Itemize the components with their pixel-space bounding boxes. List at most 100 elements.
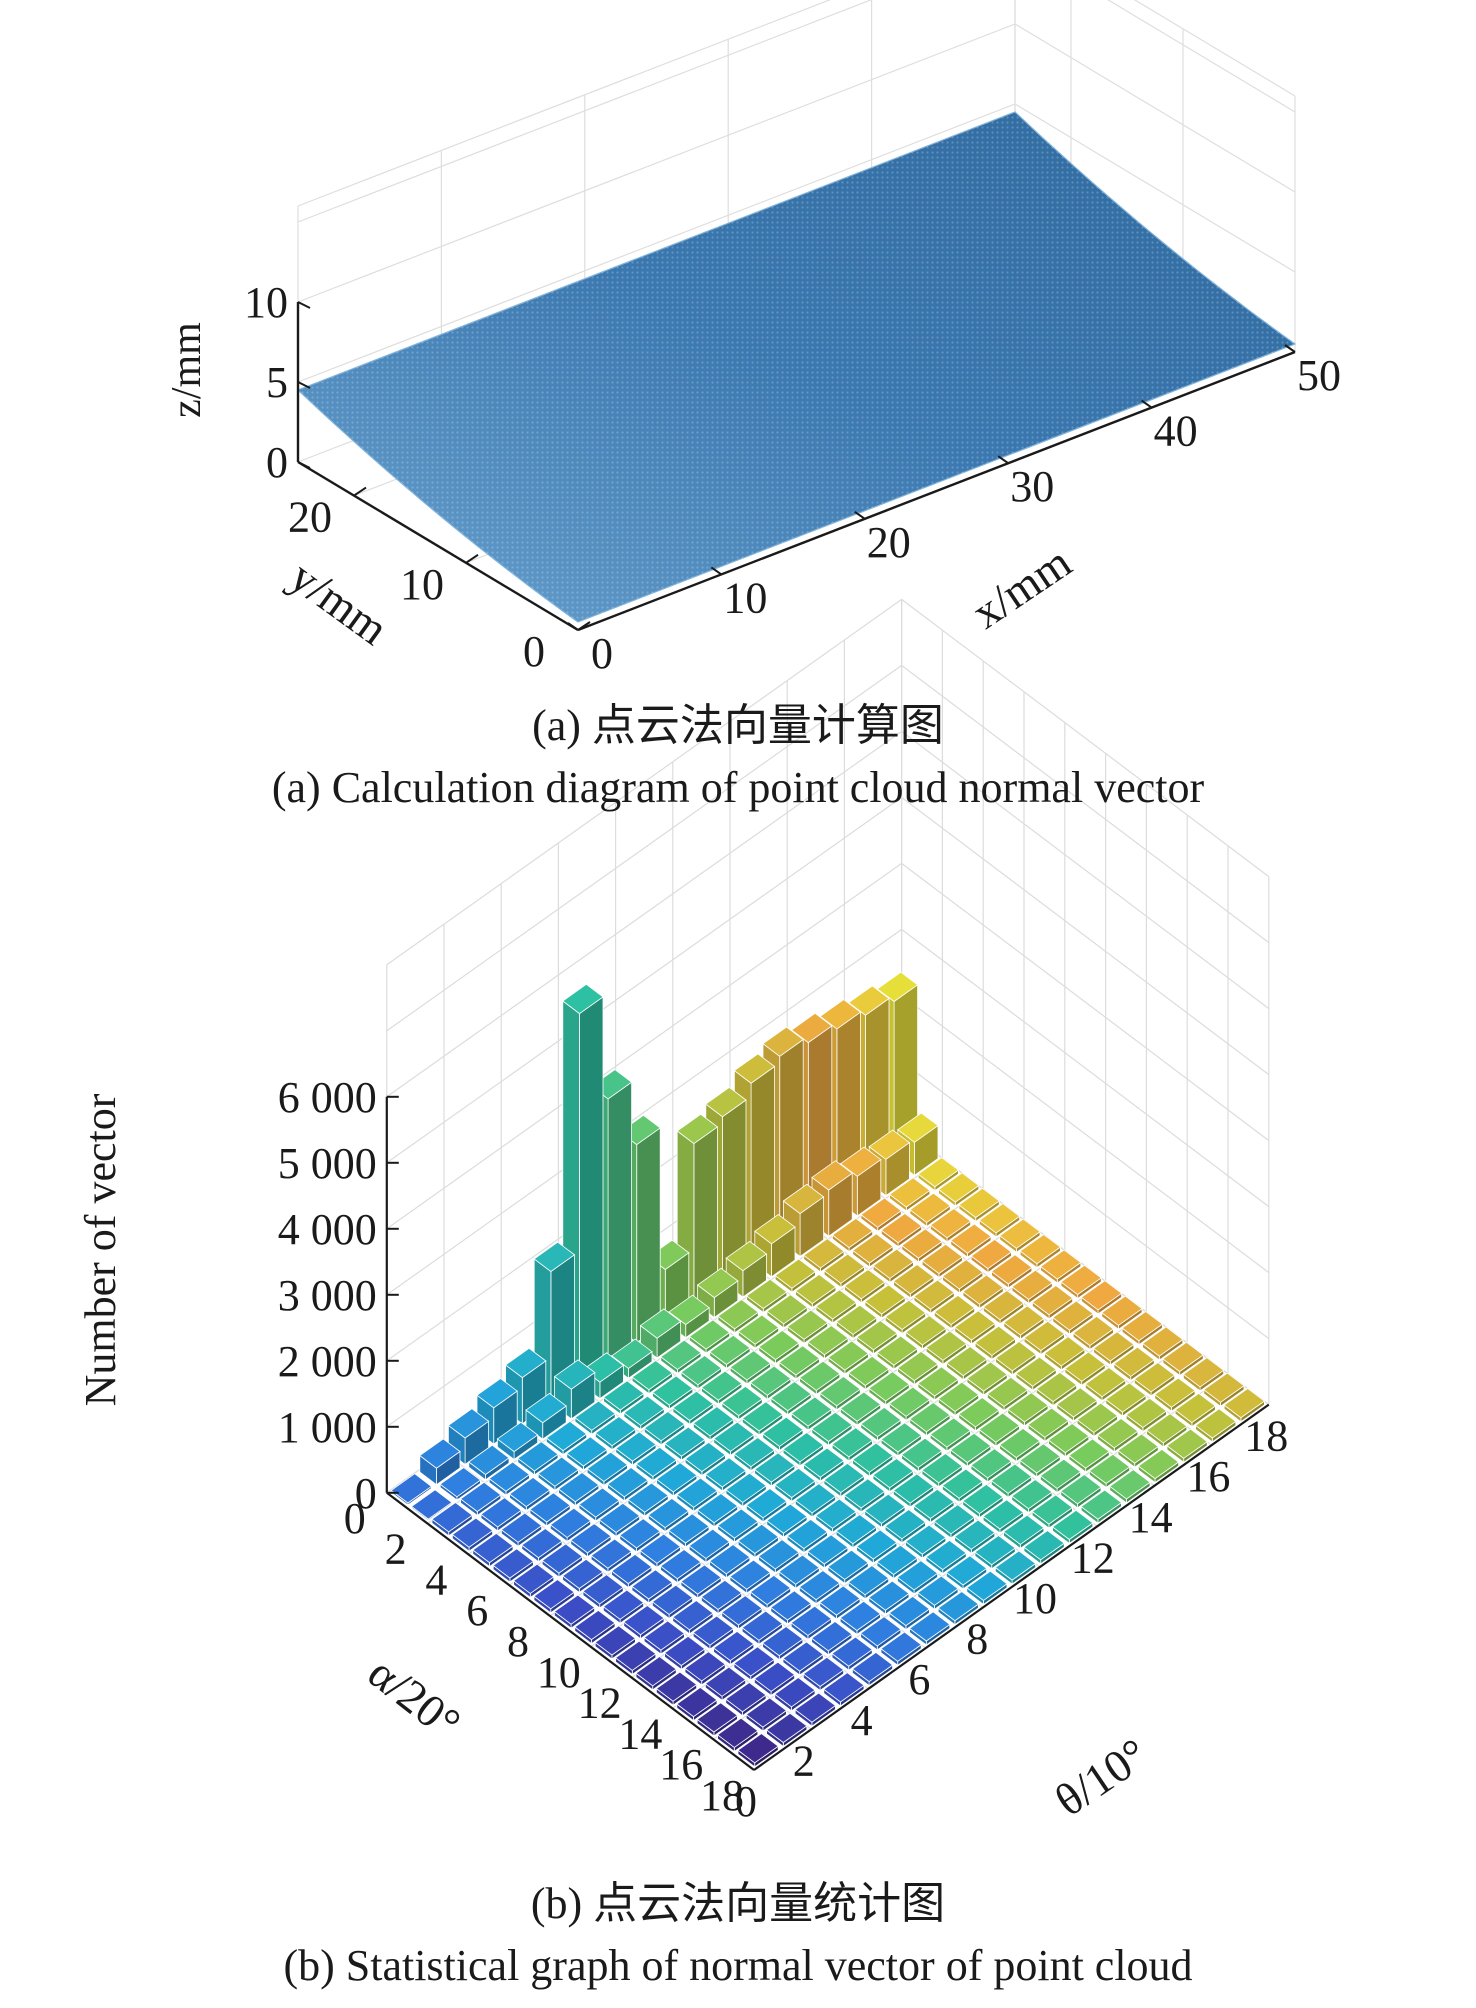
bar bbox=[627, 1482, 669, 1513]
bar bbox=[631, 1569, 673, 1600]
z-tick bbox=[297, 381, 311, 389]
bar bbox=[553, 1594, 596, 1625]
x-tick bbox=[1284, 344, 1296, 353]
bar bbox=[896, 1350, 939, 1382]
bar bbox=[754, 1214, 796, 1245]
bar bbox=[1019, 1443, 1061, 1474]
bar bbox=[631, 1360, 674, 1391]
bar bbox=[868, 1129, 911, 1160]
bar bbox=[582, 1574, 624, 1605]
bar bbox=[802, 1656, 845, 1687]
bar bbox=[1088, 1453, 1131, 1484]
bar bbox=[827, 1549, 869, 1580]
x-tick bbox=[567, 622, 579, 631]
grid-line bbox=[386, 598, 902, 966]
bar bbox=[651, 1375, 694, 1406]
bar bbox=[765, 1712, 808, 1743]
bar bbox=[447, 1408, 490, 1439]
bar bbox=[1011, 1479, 1053, 1510]
bar bbox=[978, 1412, 1021, 1443]
bar bbox=[1060, 1264, 1102, 1295]
bar bbox=[692, 1615, 735, 1646]
y-tick-label: 20 bbox=[288, 493, 332, 542]
bar bbox=[431, 1502, 473, 1533]
bar bbox=[913, 1488, 955, 1519]
bar bbox=[950, 1223, 992, 1254]
grid-line bbox=[1014, 23, 1296, 193]
bar bbox=[803, 1238, 845, 1269]
bar bbox=[839, 1600, 882, 1631]
bar bbox=[725, 1682, 767, 1713]
bar bbox=[733, 1437, 776, 1468]
bar bbox=[390, 1473, 433, 1504]
bar bbox=[1133, 1362, 1176, 1393]
bar bbox=[1043, 1336, 1086, 1367]
bar bbox=[962, 1274, 1004, 1305]
bar bbox=[525, 1392, 567, 1424]
bar bbox=[1056, 1387, 1098, 1418]
grid-line bbox=[297, 23, 1016, 303]
bar bbox=[635, 1656, 677, 1687]
bar bbox=[476, 1378, 518, 1409]
bar bbox=[1166, 1428, 1208, 1459]
bar bbox=[913, 1279, 955, 1310]
bar bbox=[807, 1325, 849, 1356]
bar bbox=[1027, 1407, 1070, 1438]
bar bbox=[570, 1523, 612, 1554]
bar bbox=[529, 1492, 571, 1523]
bar-side bbox=[607, 1081, 632, 1364]
bar bbox=[672, 1600, 714, 1631]
bar bbox=[704, 1666, 747, 1697]
bar bbox=[606, 1467, 649, 1498]
bar bbox=[864, 1284, 906, 1315]
bar bbox=[623, 1605, 665, 1636]
bar bbox=[480, 1497, 522, 1528]
bar bbox=[966, 1570, 1008, 1601]
bar bbox=[1031, 1285, 1074, 1316]
bar bbox=[766, 1503, 808, 1534]
bar bbox=[868, 1371, 910, 1402]
theta-tick-label: 0 bbox=[735, 1777, 757, 1826]
grid-line bbox=[901, 1060, 1270, 1340]
bar bbox=[721, 1385, 763, 1417]
theta-tick-label: 2 bbox=[793, 1736, 815, 1785]
grid-line bbox=[901, 796, 1270, 1076]
grid-line bbox=[1107, 0, 1296, 113]
bar bbox=[1035, 1371, 1078, 1403]
bar-side bbox=[636, 1127, 661, 1344]
bar bbox=[884, 1509, 927, 1540]
bar bbox=[819, 1376, 861, 1407]
z-tick-label: 0 bbox=[266, 438, 288, 487]
bar bbox=[901, 1228, 943, 1259]
bar bbox=[680, 1564, 722, 1595]
x-tick bbox=[1141, 399, 1153, 409]
bar bbox=[786, 1518, 829, 1550]
bar bbox=[741, 1401, 784, 1432]
bar bbox=[896, 1560, 939, 1591]
bar bbox=[770, 1590, 812, 1621]
bar bbox=[745, 1488, 788, 1519]
bar bbox=[831, 1427, 874, 1458]
bar bbox=[1117, 1433, 1159, 1464]
bar bbox=[770, 1381, 812, 1412]
bar bbox=[705, 1086, 747, 1118]
alpha-tick-label: 12 bbox=[578, 1679, 622, 1728]
bar bbox=[655, 1462, 698, 1493]
bar bbox=[823, 1462, 865, 1494]
z-tick-label: 3 000 bbox=[278, 1271, 377, 1320]
caption-b-cn: (b) 点云法向量统计图 bbox=[530, 1879, 946, 1928]
bar bbox=[492, 1548, 535, 1579]
bar bbox=[1145, 1413, 1188, 1444]
point-cloud-texture bbox=[298, 112, 1295, 622]
bar bbox=[839, 1391, 882, 1422]
bar bbox=[917, 1575, 959, 1606]
bar bbox=[774, 1467, 816, 1498]
bar bbox=[1141, 1326, 1184, 1357]
bar bbox=[586, 1451, 629, 1482]
bar bbox=[655, 1671, 698, 1702]
bar bbox=[782, 1183, 825, 1215]
bar bbox=[668, 1294, 710, 1325]
bar bbox=[643, 1620, 686, 1651]
bar bbox=[966, 1361, 1008, 1392]
y-axis-label: y/mm bbox=[281, 550, 398, 654]
